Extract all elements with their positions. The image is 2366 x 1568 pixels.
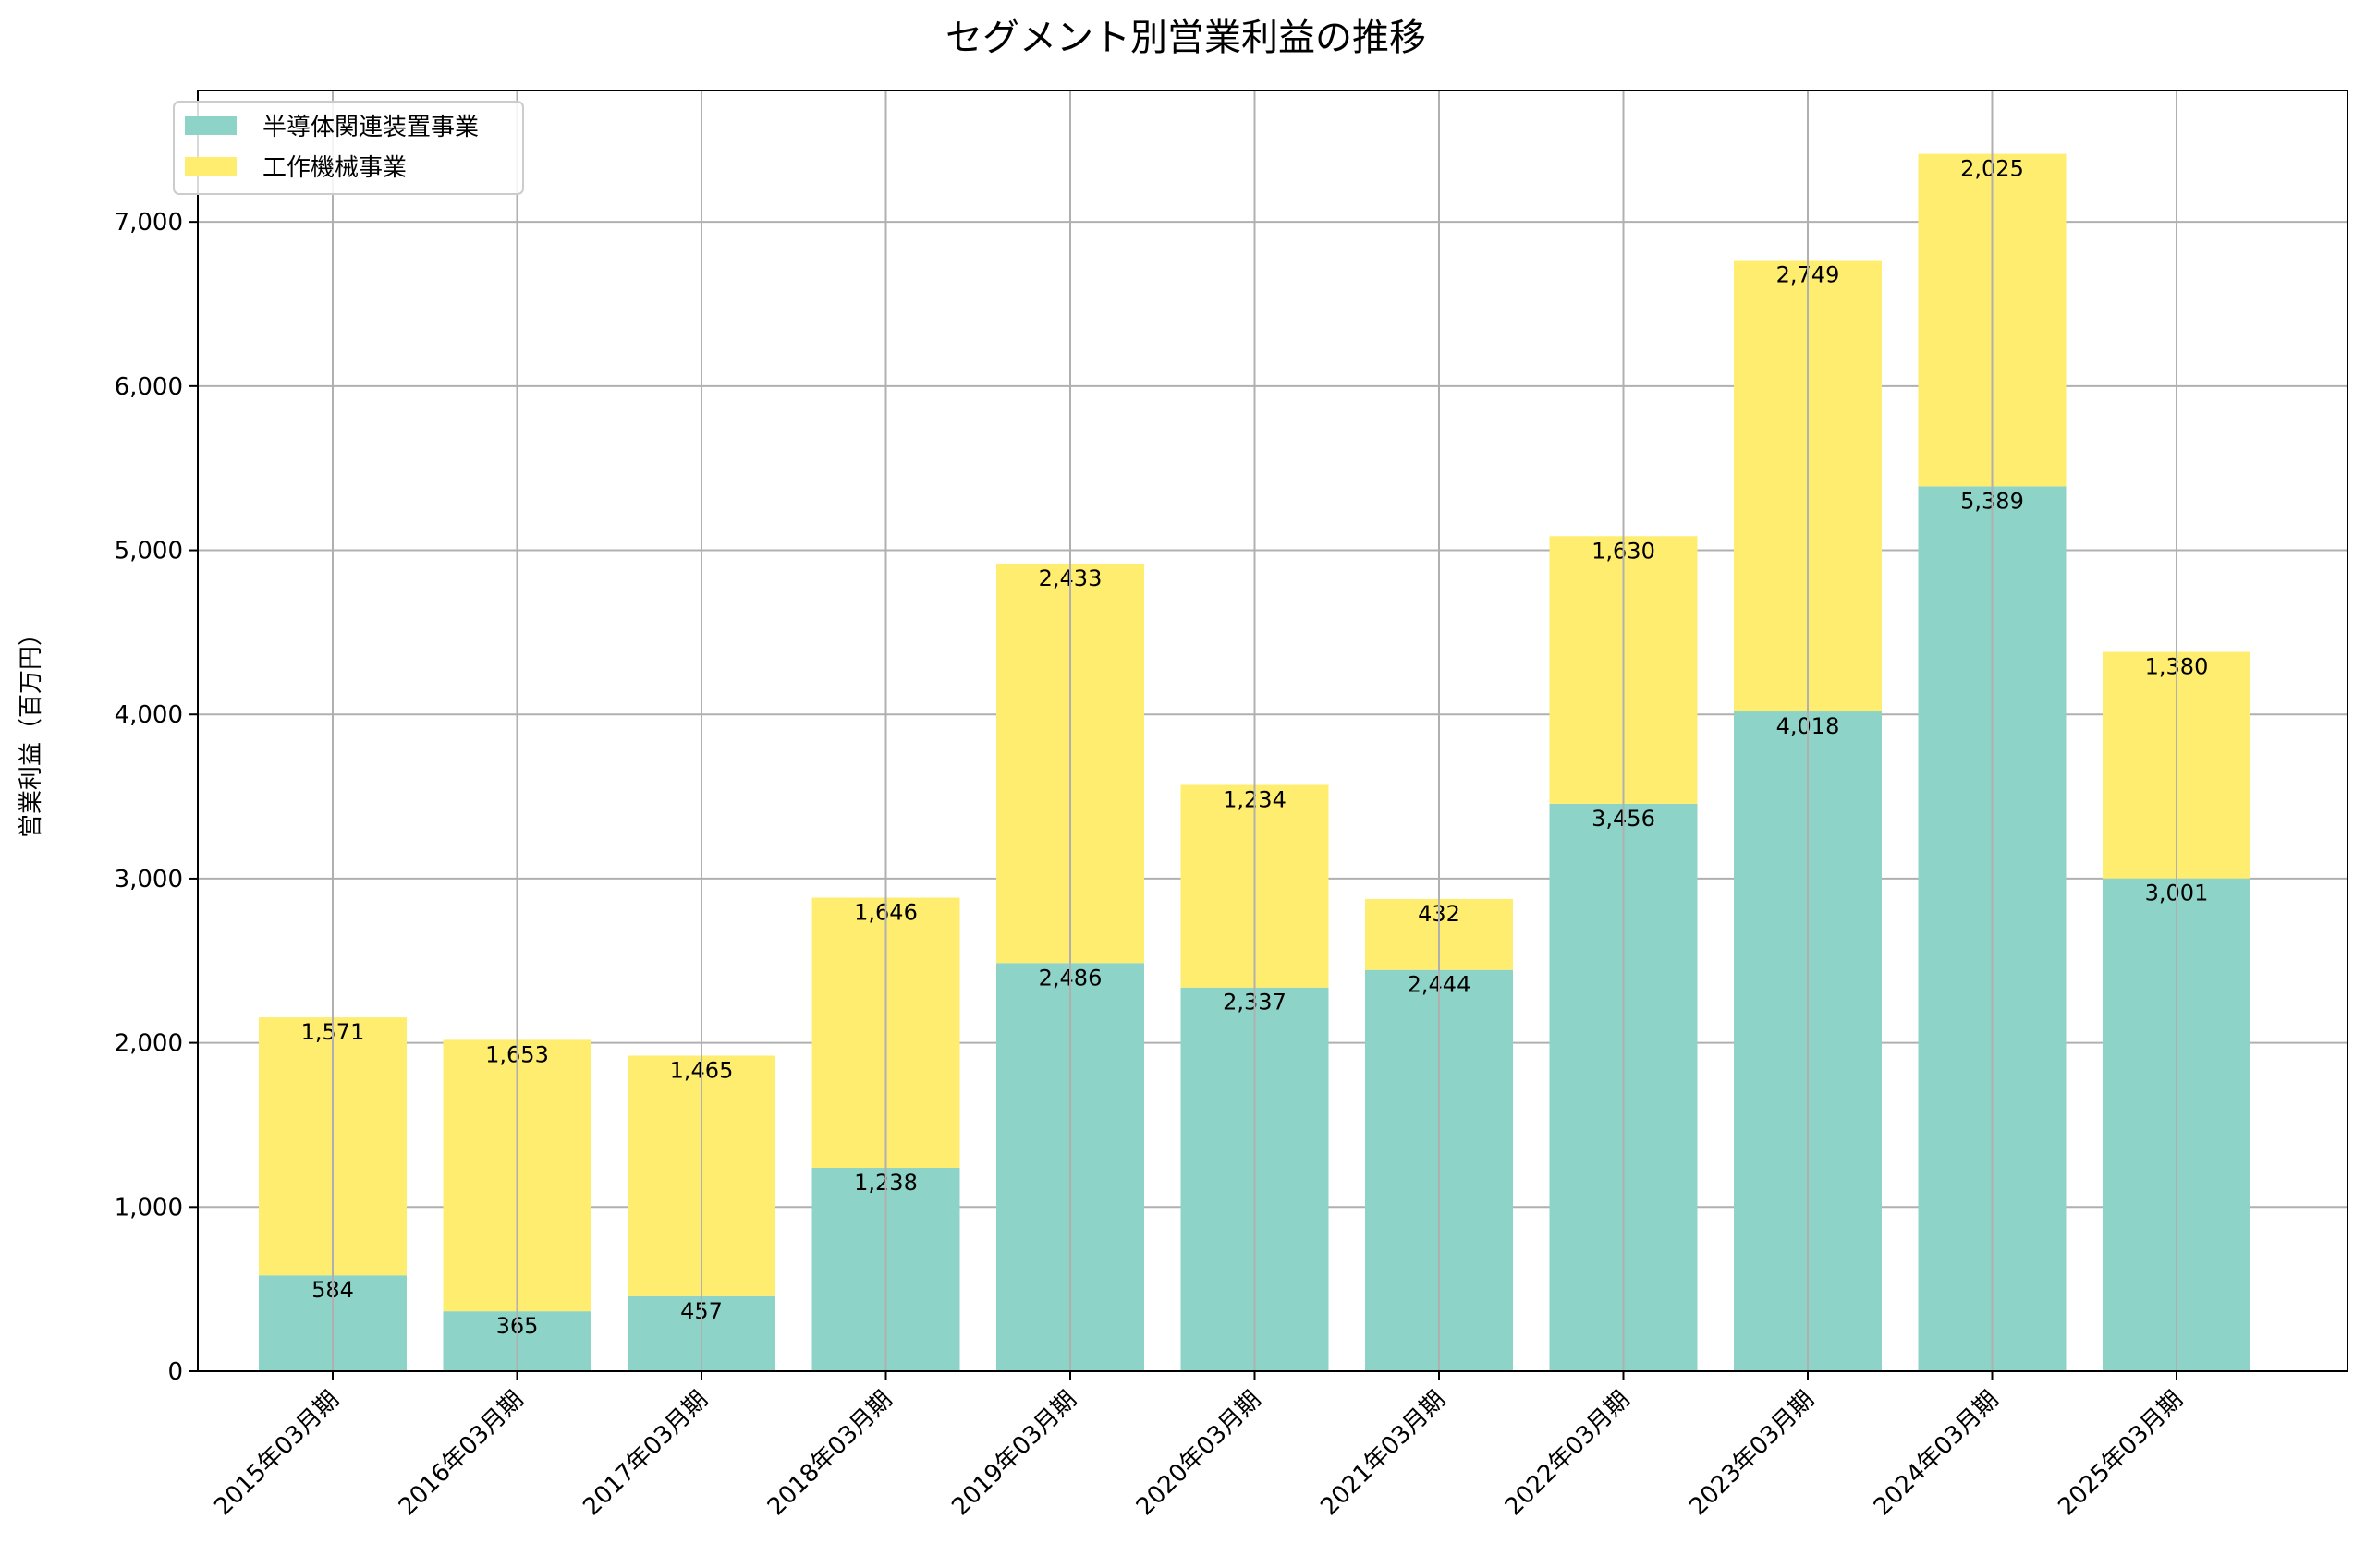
y-tick-label: 5,000 (115, 538, 183, 565)
legend-box (173, 101, 524, 195)
x-tick-label: 2024年03月期 (1869, 1386, 2005, 1522)
x-tick-label: 2019年03月期 (946, 1386, 1082, 1522)
legend-swatch (185, 116, 237, 135)
x-tick-label: 2023年03月期 (1684, 1386, 1820, 1522)
y-tick-label: 0 (167, 1358, 183, 1386)
y-tick-label: 2,000 (115, 1030, 183, 1058)
x-tick-label: 2022年03月期 (1500, 1386, 1636, 1522)
y-tick-label: 6,000 (115, 373, 183, 401)
y-tick-label: 4,000 (115, 701, 183, 729)
x-tick-label: 2021年03月期 (1315, 1386, 1451, 1522)
legend-label: 工作機械事業 (262, 154, 407, 182)
x-axis-ticks: 2015年03月期 2016年03月期 2017年03月期 2018年03月期 2019… (209, 1371, 2189, 1521)
legend-label: 半導体関連装置事業 (262, 114, 479, 141)
plot-area-frame (197, 90, 2348, 1372)
x-tick-label: 2016年03月期 (394, 1386, 530, 1522)
y-tick-label: 3,000 (115, 866, 183, 893)
x-tick-label: 2025年03月期 (2053, 1386, 2189, 1522)
legend-swatch (185, 157, 237, 176)
chart-title: セグメント別営業利益の推移 (945, 17, 1426, 59)
y-tick-label: 7,000 (115, 209, 183, 237)
x-tick-label: 2015年03月期 (209, 1386, 345, 1522)
x-tick-label: 2020年03月期 (1131, 1386, 1267, 1522)
y-tick-label: 1,000 (115, 1194, 183, 1222)
bar-value-labels: 5843654571,2382,4862,3372,4443,4564,0185… (301, 91, 2208, 1371)
y-axis-label: 営業利益（百万円） (18, 622, 45, 838)
x-tick-label: 2017年03月期 (578, 1386, 713, 1522)
x-tick-label: 2018年03月期 (762, 1386, 898, 1522)
y-axis-ticks: 0 1,000 2,000 3,000 4,000 5,000 6,000 7,000 (115, 209, 198, 1386)
